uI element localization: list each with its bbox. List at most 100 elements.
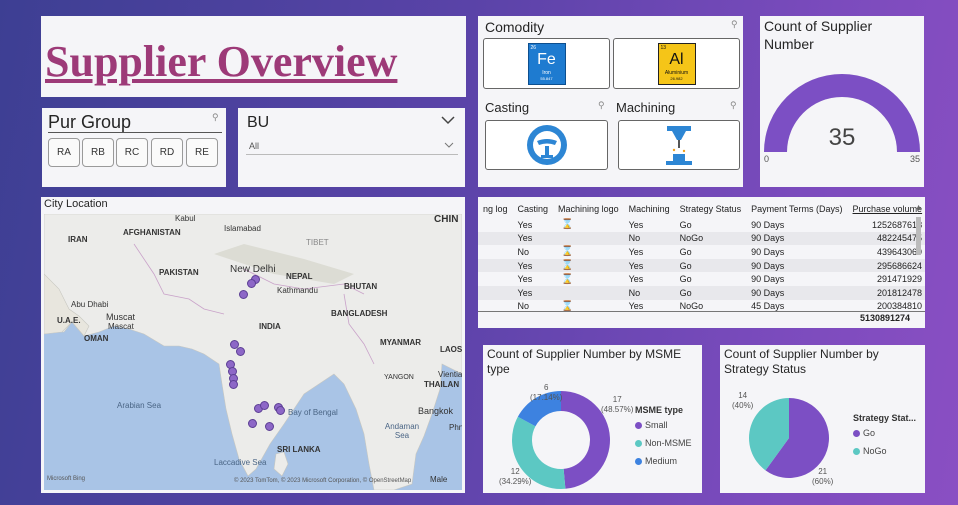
slice-go[interactable] bbox=[765, 398, 829, 478]
map-marker[interactable] bbox=[260, 401, 269, 410]
table-cell: NoGo bbox=[674, 231, 747, 246]
col-header[interactable]: Strategy Status bbox=[679, 204, 742, 214]
table-row[interactable]: Yes ⌛ Yes Go 90 Days 295686624 bbox=[478, 258, 925, 273]
chip-ra[interactable]: RA bbox=[48, 138, 80, 167]
legend-item-nogo[interactable]: NoGo bbox=[853, 446, 887, 456]
iron-element-icon: 26 Fe Iron 55.847 bbox=[527, 42, 566, 85]
pin-icon[interactable]: ⚲ bbox=[212, 112, 219, 122]
chevron-down-icon[interactable] bbox=[441, 115, 455, 125]
pur-group-slicer: Pur Group ⚲ RA RB RC RD RE bbox=[42, 108, 226, 187]
map-landmass bbox=[44, 214, 462, 490]
table-row[interactable]: Yes No Go 90 Days 201812478 bbox=[478, 285, 925, 300]
map-marker[interactable] bbox=[248, 419, 257, 428]
table-cell: Yes bbox=[512, 258, 554, 273]
supplier-table: ng log Casting Machining logo Machining … bbox=[478, 197, 925, 328]
slice-small[interactable] bbox=[561, 391, 610, 489]
city-location-map[interactable]: IRAN AFGHANISTAN PAKISTAN New Delhi NEPA… bbox=[44, 214, 462, 490]
slice-non-msme[interactable] bbox=[512, 416, 566, 489]
legend-item-non-msme[interactable]: Non-MSME bbox=[635, 438, 692, 448]
map-marker[interactable] bbox=[236, 347, 245, 356]
pin-icon[interactable]: ⚲ bbox=[598, 100, 605, 110]
machining-title: Machining bbox=[616, 100, 676, 115]
table-total-row: 5130891274 bbox=[478, 311, 925, 326]
table-row[interactable]: No ⌛ Yes Go 90 Days 439643069 bbox=[478, 245, 925, 259]
slice-medium[interactable] bbox=[517, 391, 561, 427]
table-cell bbox=[478, 245, 513, 259]
pin-icon[interactable]: ⚲ bbox=[730, 100, 737, 110]
data-table: ng log Casting Machining logo Machining … bbox=[478, 200, 925, 313]
legend-item-medium[interactable]: Medium bbox=[635, 456, 677, 466]
chip-rc[interactable]: RC bbox=[116, 138, 148, 167]
table-row[interactable]: Yes ⌛ Yes Go 90 Days 1252687618 bbox=[478, 218, 925, 232]
map-label-laos: LAOS bbox=[440, 345, 462, 354]
col-header[interactable]: Purchase volume bbox=[852, 204, 923, 214]
msme-title: Count of Supplier Number by MSME type bbox=[487, 347, 682, 376]
page-title: Supplier Overview bbox=[45, 37, 398, 86]
col-header[interactable]: Machining logo bbox=[558, 204, 619, 214]
table-row[interactable]: Yes No NoGo 90 Days 482245475 bbox=[478, 231, 925, 246]
strategy-pie[interactable] bbox=[748, 397, 830, 479]
table-cell bbox=[478, 272, 513, 286]
map-sea-laccadive: Laccadive Sea bbox=[214, 458, 267, 467]
table-cell: 90 Days bbox=[751, 274, 785, 285]
map-label-sri-lanka: SRI LANKA bbox=[277, 445, 321, 454]
col-header[interactable]: Payment Terms (Days) bbox=[751, 204, 843, 214]
chip-re[interactable]: RE bbox=[186, 138, 218, 167]
table-cell: 201812478 bbox=[847, 285, 925, 300]
col-header[interactable]: Casting bbox=[517, 204, 549, 214]
table-cell: ⌛ bbox=[553, 272, 624, 286]
map-marker[interactable] bbox=[230, 340, 239, 349]
map-marker[interactable] bbox=[229, 380, 238, 389]
table-cell bbox=[478, 231, 513, 246]
map-label-oman: OMAN bbox=[84, 334, 109, 343]
machining-logo-icon: ⌛ bbox=[561, 246, 574, 258]
map-marker[interactable] bbox=[239, 290, 248, 299]
tile-machining[interactable] bbox=[618, 120, 740, 170]
legend-item-go[interactable]: Go bbox=[853, 428, 875, 438]
table-row[interactable]: Yes ⌛ Yes Go 90 Days 291471929 bbox=[478, 272, 925, 286]
table-cell: Go bbox=[674, 258, 747, 273]
gauge-max: 35 bbox=[909, 154, 920, 164]
strategy-title: Count of Supplier Number by Strategy Sta… bbox=[724, 347, 879, 376]
data-label-nogo: 14 (40%) bbox=[732, 391, 754, 410]
legend-dot bbox=[853, 430, 860, 438]
chip-rd[interactable]: RD bbox=[151, 138, 183, 167]
scroll-up-icon[interactable]: ▲ bbox=[915, 204, 922, 211]
table-cell bbox=[553, 231, 624, 246]
bu-title: BU bbox=[247, 114, 270, 131]
map-label-male: Male bbox=[430, 475, 448, 484]
table-cell: Yes bbox=[517, 219, 533, 230]
col-header[interactable]: Machining bbox=[628, 204, 670, 214]
table-cell: Yes bbox=[512, 285, 554, 300]
map-marker[interactable] bbox=[276, 406, 285, 415]
map-marker[interactable] bbox=[265, 422, 274, 431]
msme-donut[interactable] bbox=[511, 390, 611, 490]
table-row[interactable]: No ⌛ Yes NoGo 45 Days 200384810 bbox=[478, 300, 925, 314]
slice-nogo[interactable] bbox=[749, 398, 789, 471]
legend-item-small[interactable]: Small bbox=[635, 420, 668, 430]
map-label-phnom: Phn bbox=[449, 423, 462, 432]
table-cell: Yes bbox=[517, 274, 533, 285]
chip-rb[interactable]: RB bbox=[82, 138, 114, 167]
map-attribution[interactable]: © 2023 TomTom, © 2023 Microsoft Corporat… bbox=[234, 478, 412, 484]
scrollbar-thumb[interactable] bbox=[916, 217, 921, 255]
map-label-kabul: Kabul bbox=[175, 214, 196, 223]
tile-iron[interactable]: 26 Fe Iron 55.847 bbox=[483, 38, 610, 89]
map-label-islamabad: Islamabad bbox=[224, 224, 261, 233]
table-cell: ⌛ bbox=[553, 218, 624, 232]
table-cell: 90 Days bbox=[746, 285, 848, 300]
table-cell: ⌛ bbox=[553, 245, 624, 259]
bu-dropdown[interactable]: All bbox=[246, 138, 458, 155]
data-label-medium: 6 (17.14%) bbox=[530, 383, 563, 402]
table-cell: Yes bbox=[628, 274, 644, 285]
tile-casting[interactable] bbox=[485, 120, 608, 170]
pin-icon[interactable]: ⚲ bbox=[731, 19, 738, 29]
table-cell: 90 Days bbox=[751, 246, 785, 257]
machining-logo-icon: ⌛ bbox=[561, 273, 574, 285]
legend-dot bbox=[635, 422, 642, 430]
tile-aluminium[interactable]: 13 Al Aluminium 26.982 bbox=[613, 38, 740, 89]
map-label-thailand: THAILAN bbox=[424, 380, 460, 389]
col-header[interactable]: ng log bbox=[483, 204, 508, 214]
table-header-row: ng log Casting Machining logo Machining … bbox=[478, 200, 925, 218]
map-marker[interactable] bbox=[247, 279, 256, 288]
